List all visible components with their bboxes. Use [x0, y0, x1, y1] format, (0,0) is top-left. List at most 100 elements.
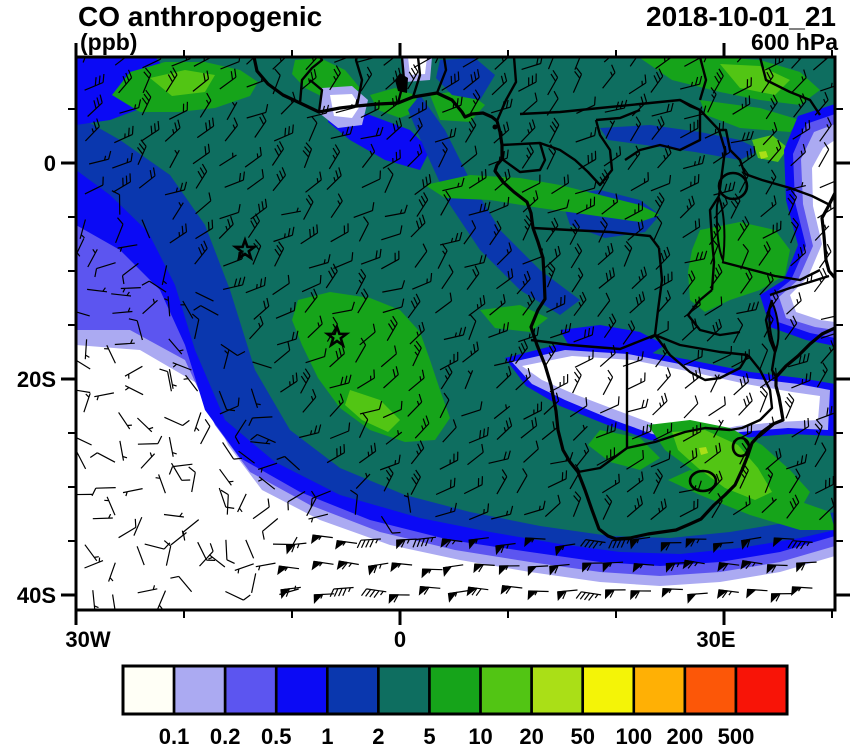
wind-barb [384, 204, 408, 218]
wind-barb [630, 536, 651, 544]
wind-barb [195, 192, 212, 215]
wind-barb [765, 94, 778, 120]
wind-barb [325, 263, 338, 289]
wind-barb [732, 95, 751, 115]
wind-barb [142, 298, 158, 315]
wind-barb [718, 589, 739, 599]
wind-barb [414, 415, 430, 439]
country-border [495, 57, 518, 122]
wind-barb [440, 190, 452, 216]
wind-barb [361, 143, 376, 168]
field-region-10-20 [720, 64, 790, 95]
field-region-20-50 [699, 447, 708, 455]
wind-barb [608, 538, 633, 549]
wind-barb [496, 417, 513, 441]
colorbar-label: 0.2 [210, 724, 241, 749]
wind-barb [599, 396, 620, 414]
wind-barb [136, 417, 154, 433]
wind-barb [330, 223, 349, 243]
coastline [252, 57, 835, 541]
wind-barb [598, 217, 608, 243]
wind-barb [252, 498, 270, 520]
wind-barb [709, 220, 722, 246]
wind-barb [792, 272, 813, 289]
wind-barb [416, 192, 429, 217]
wind-barb [787, 352, 810, 368]
colorbar-label: 50 [570, 724, 594, 749]
wind-barb [168, 338, 184, 355]
x-axis-label: 30W [65, 627, 110, 652]
wind-barb [603, 313, 617, 339]
wind-barb [496, 366, 512, 389]
wind-barb [382, 298, 405, 314]
wind-barb [76, 389, 91, 394]
wind-barb [704, 121, 725, 139]
wind-barb [709, 263, 723, 289]
wind-barb [710, 374, 720, 393]
wind-barb [435, 292, 453, 314]
wind-barb [666, 562, 687, 572]
wind-barb [602, 369, 614, 396]
wind-barb [439, 451, 459, 470]
wind-barb [442, 538, 463, 548]
wind-barb [191, 313, 200, 340]
wind-barb [818, 141, 830, 168]
wind-barb [767, 564, 788, 573]
wind-barb [193, 305, 219, 316]
wind-barb [435, 502, 457, 518]
wind-barb [308, 513, 329, 523]
wind-barb [161, 265, 168, 286]
wind-barb [774, 537, 795, 540]
wind-barb [409, 117, 423, 142]
wind-barb [219, 468, 234, 486]
wind-barb [790, 143, 806, 167]
country-border [699, 109, 727, 197]
wind-barb [224, 171, 245, 188]
wind-barb [496, 469, 508, 495]
wind-barb [276, 330, 299, 346]
colorbar-label: 2 [372, 724, 384, 749]
wind-barb [571, 267, 584, 293]
wind-barb [684, 559, 705, 569]
wind-barb [496, 268, 514, 290]
wind-barb [761, 68, 774, 94]
colorbar-cell [530, 664, 585, 716]
wind-barb [286, 542, 307, 553]
wind-barb [601, 473, 620, 494]
wind-barb [522, 248, 543, 265]
wind-barb [469, 89, 481, 115]
wind-barb [464, 117, 477, 143]
wind-barb [250, 198, 268, 220]
wind-barb [410, 214, 426, 238]
wind-barb [629, 116, 642, 142]
wind-barb [574, 57, 581, 70]
wind-barb [488, 322, 509, 338]
wind-barb [313, 560, 334, 567]
wind-barb [547, 57, 555, 70]
colorbar-border [121, 664, 789, 716]
wind-barb [355, 472, 371, 490]
wind-barb [197, 541, 216, 561]
country-border [729, 354, 774, 432]
map-frame [74, 55, 837, 612]
wind-barb [711, 492, 723, 519]
wind-barb [87, 248, 98, 268]
wind-barb [650, 450, 671, 468]
wind-barb [281, 207, 302, 216]
y-axis-label: 0 [44, 151, 56, 176]
wind-barb [603, 146, 622, 167]
wind-barb [358, 412, 369, 439]
wind-barb [763, 312, 774, 338]
colorbar-cell [428, 664, 482, 716]
wind-barb [462, 57, 481, 68]
wind-barb [730, 193, 741, 219]
wind-barb [741, 536, 762, 548]
wind-barb [528, 590, 549, 596]
wind-barb [704, 442, 722, 464]
wind-barb [360, 126, 384, 140]
wind-barb [238, 450, 255, 464]
wind-barb [407, 64, 419, 90]
wind-barb [460, 145, 478, 168]
wind-barb [183, 374, 199, 392]
